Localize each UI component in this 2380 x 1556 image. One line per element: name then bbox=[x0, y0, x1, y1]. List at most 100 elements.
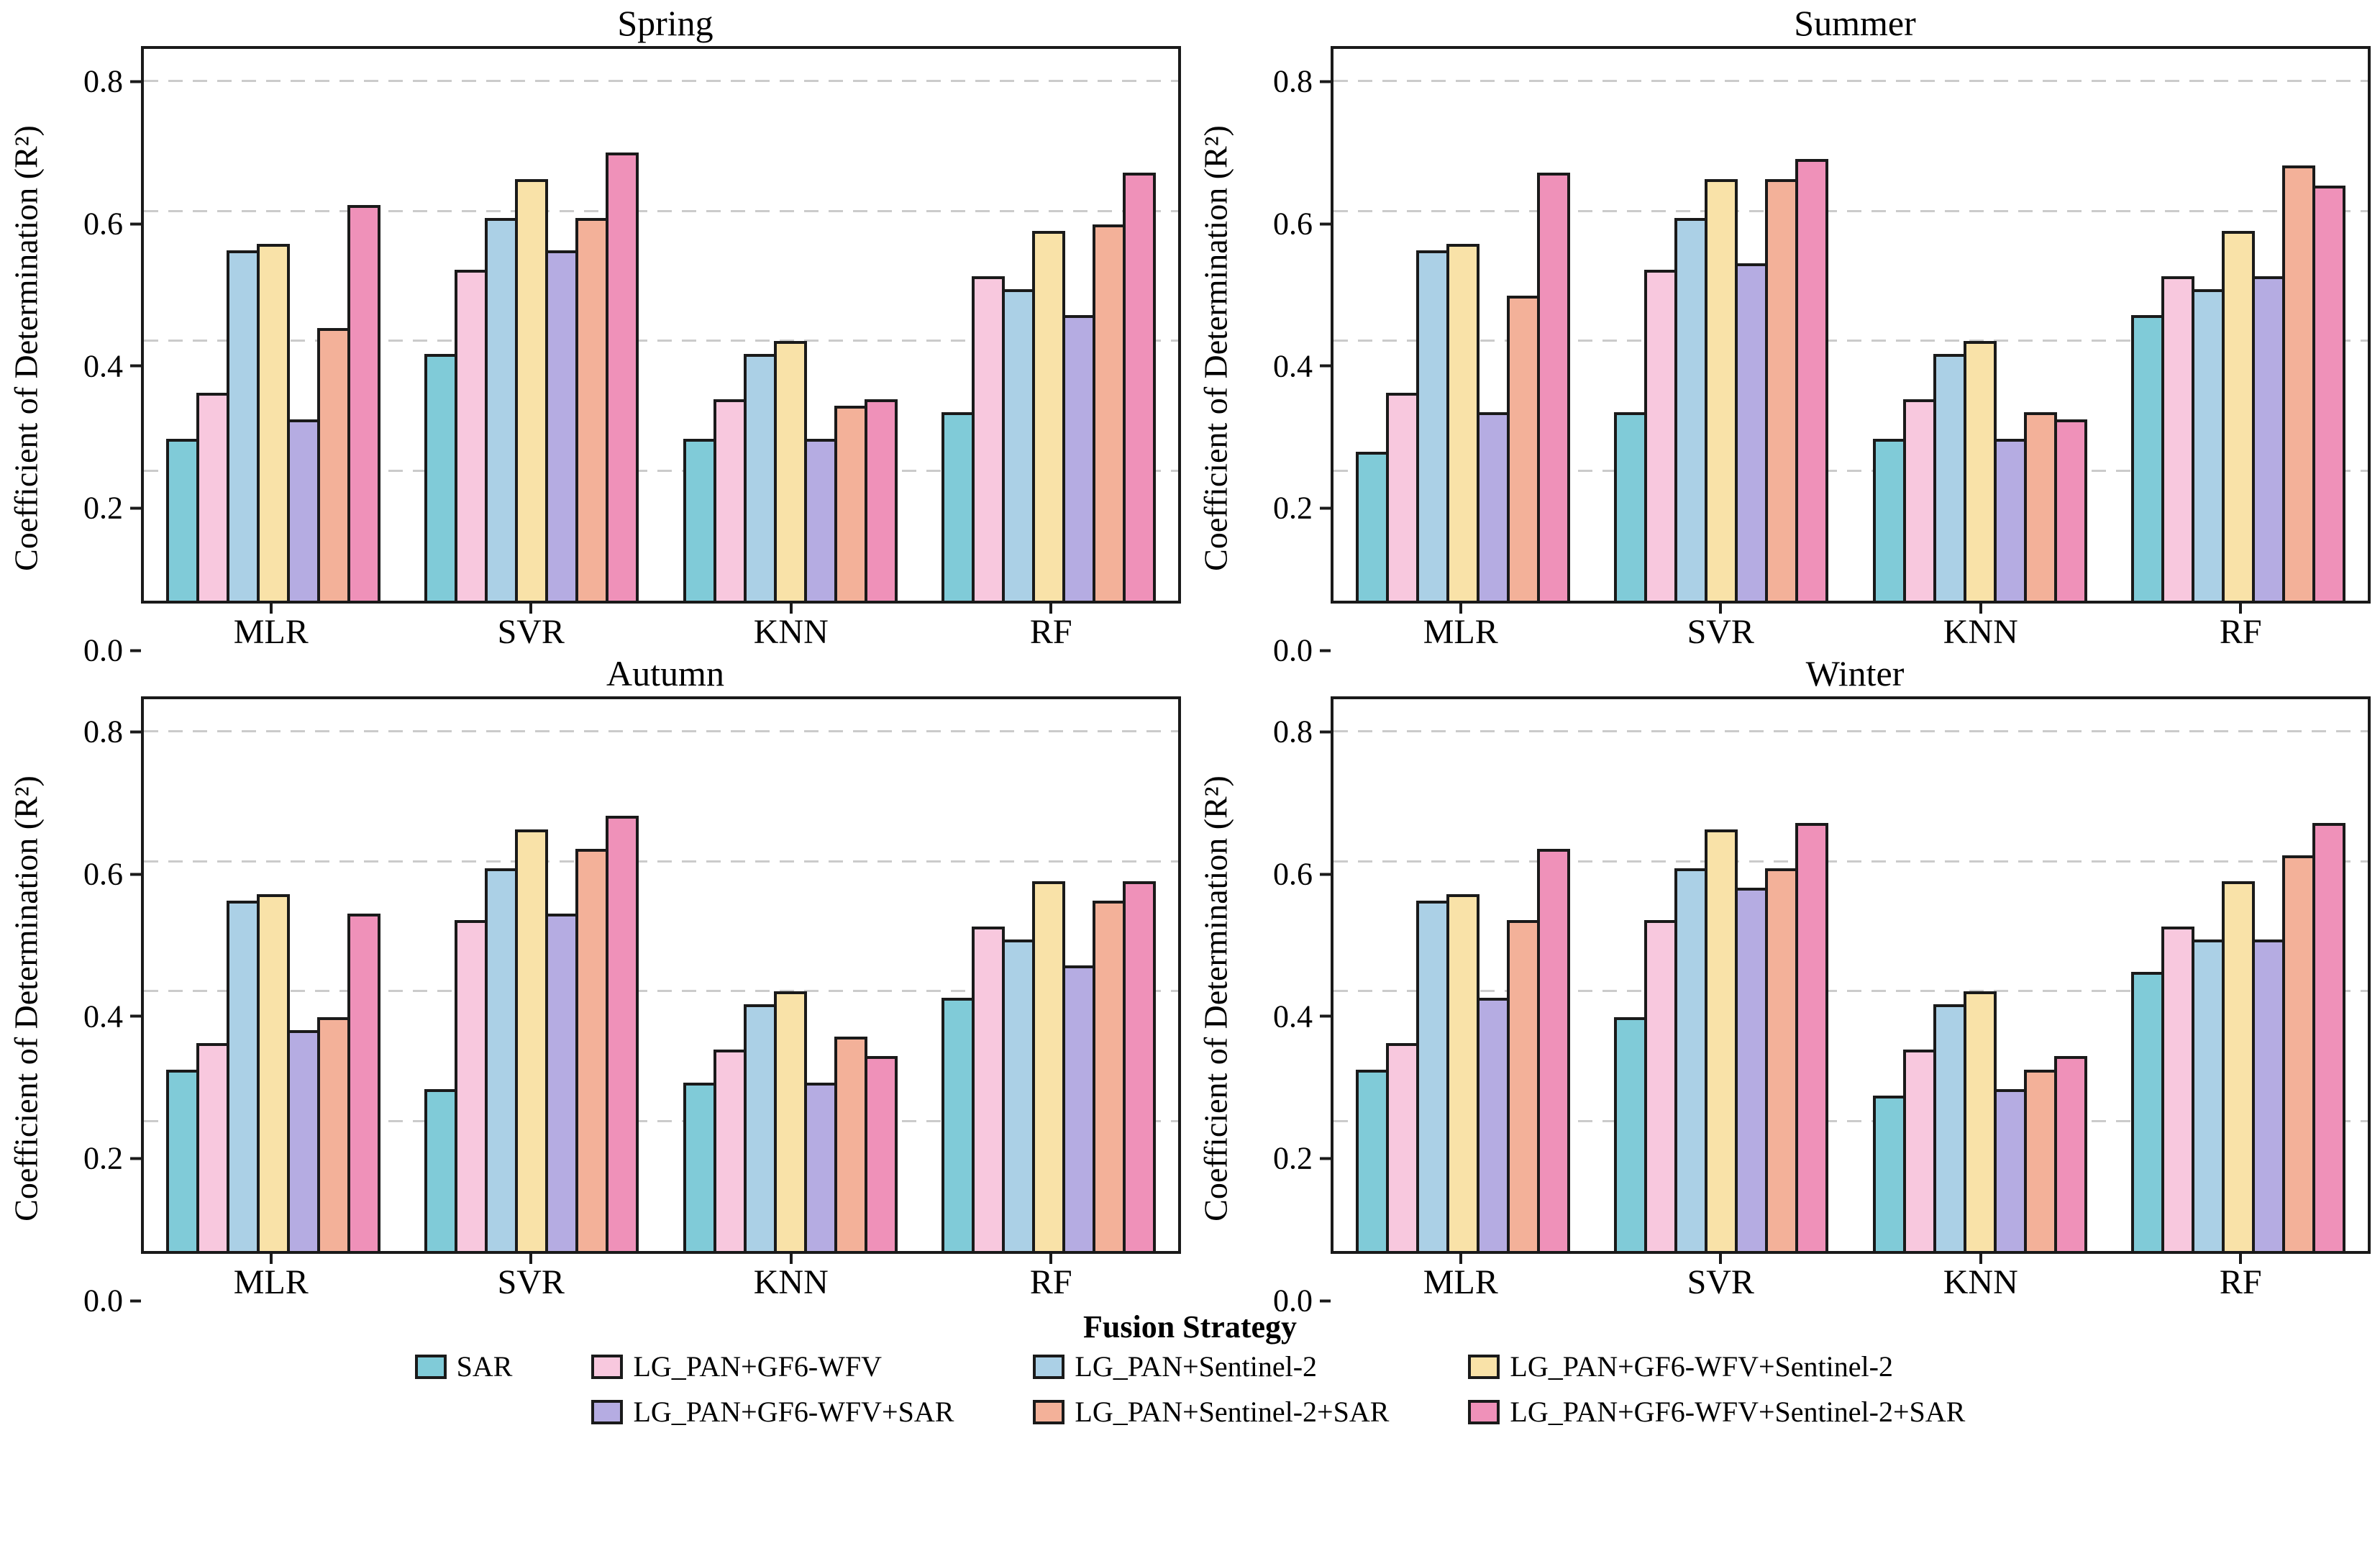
y-tick: 0.2 bbox=[1273, 490, 1331, 527]
bar-svr bbox=[606, 816, 639, 1252]
bar-knn bbox=[834, 1037, 867, 1252]
bar-svr bbox=[545, 913, 579, 1252]
y-tick-mark bbox=[1320, 506, 1331, 510]
y-tick: 0.4 bbox=[1273, 347, 1331, 384]
bar-mlr bbox=[256, 893, 290, 1252]
y-tick-mark bbox=[130, 506, 141, 510]
x-tick-slot bbox=[921, 604, 1182, 614]
y-tick-label: 0.8 bbox=[1273, 63, 1313, 99]
y-tick: 0.6 bbox=[1273, 856, 1331, 893]
bar-mlr bbox=[1385, 393, 1419, 601]
x-tick-label-knn: KNN bbox=[1943, 1263, 2018, 1301]
bar-knn bbox=[1872, 1095, 1906, 1252]
bar-mlr bbox=[347, 204, 380, 601]
bar-mlr bbox=[1446, 893, 1479, 1252]
x-tick-mark bbox=[1049, 1254, 1053, 1265]
y-tick-mark bbox=[1320, 1157, 1331, 1160]
y-tick: 0.4 bbox=[83, 998, 141, 1034]
bar-mlr bbox=[1415, 900, 1449, 1252]
x-tick-mark bbox=[1979, 604, 1982, 614]
y-tick: 0.4 bbox=[83, 347, 141, 384]
bar-knn bbox=[803, 438, 837, 601]
x-tick-mark bbox=[1049, 604, 1053, 614]
bar-mlr bbox=[256, 243, 290, 601]
x-tick-slot bbox=[1331, 604, 1591, 614]
legend-item: LG_PAN+GF6-WFV bbox=[591, 1350, 954, 1383]
x-tick-label-mlr: MLR bbox=[1423, 613, 1498, 651]
y-tick-label: 0.2 bbox=[1273, 1140, 1313, 1176]
panel-title: Spring bbox=[617, 3, 713, 43]
x-tick-slot bbox=[401, 1254, 662, 1265]
bar-rf bbox=[2192, 939, 2225, 1252]
bar-group-mlr bbox=[144, 49, 403, 601]
legend-title: Fusion Strategy bbox=[1083, 1309, 1297, 1345]
bar-rf bbox=[2282, 165, 2316, 601]
x-tick-slot bbox=[661, 604, 921, 614]
bar-svr bbox=[1705, 829, 1738, 1252]
x-tick-slot bbox=[1851, 1254, 2111, 1265]
x-tick-mark bbox=[1979, 1254, 1982, 1265]
legend-label: LG_PAN+GF6-WFV+Sentinel-2 bbox=[1510, 1350, 1893, 1383]
bar-knn bbox=[773, 341, 807, 601]
bar-knn bbox=[713, 399, 747, 601]
y-tick: 0.2 bbox=[1273, 1140, 1331, 1177]
y-tick-mark bbox=[130, 1157, 141, 1160]
bar-knn bbox=[683, 1082, 716, 1252]
panel-row-bottom: Autumn Coefficient of Determination (R²)… bbox=[0, 650, 2380, 1319]
legend-swatch bbox=[591, 1354, 624, 1379]
bar-rf bbox=[2222, 230, 2256, 601]
bar-group-rf bbox=[2110, 49, 2368, 601]
y-axis: 0.0 0.2 0.4 0.6 0.8 bbox=[52, 696, 141, 1319]
x-tick-mark bbox=[529, 1254, 533, 1265]
legend-swatch bbox=[1033, 1354, 1065, 1379]
bar-svr bbox=[1674, 868, 1708, 1252]
x-tick-label-knn: KNN bbox=[753, 613, 829, 651]
bar-rf bbox=[1123, 172, 1157, 601]
y-tick-label: 0.8 bbox=[83, 714, 123, 750]
bar-svr bbox=[1795, 822, 1829, 1252]
legend-label: LG_PAN+GF6-WFV+Sentinel-2+SAR bbox=[1510, 1396, 1966, 1428]
bar-group-svr bbox=[403, 699, 662, 1252]
x-tick-label-knn: KNN bbox=[1943, 613, 2018, 651]
bar-mlr bbox=[1385, 1043, 1419, 1252]
bar-svr bbox=[424, 354, 458, 601]
y-tick-mark bbox=[1320, 1014, 1331, 1018]
bar-knn bbox=[2053, 419, 2087, 601]
bar-rf bbox=[2282, 855, 2316, 1252]
bar-mlr bbox=[165, 438, 199, 601]
y-tick-label: 0.6 bbox=[83, 206, 123, 242]
x-tick-label-mlr: MLR bbox=[233, 1263, 309, 1301]
y-tick-mark bbox=[1320, 730, 1331, 734]
gridline bbox=[1333, 1119, 2368, 1122]
bar-knn bbox=[743, 1004, 777, 1252]
gridline bbox=[144, 990, 1178, 993]
panel-summer: Summer Coefficient of Determination (R²)… bbox=[1190, 0, 2379, 668]
x-tick-mark bbox=[529, 604, 533, 614]
x-axis-labels: MLR SVR KNN RF bbox=[1331, 1265, 2371, 1301]
bar-rf bbox=[972, 276, 1006, 601]
bar-knn bbox=[683, 438, 716, 601]
bar-group-knn bbox=[1851, 699, 2110, 1252]
x-tick-label-rf: RF bbox=[2219, 613, 2262, 651]
y-tick-mark bbox=[130, 873, 141, 876]
legend-swatch bbox=[1468, 1399, 1500, 1424]
legend-spacer bbox=[415, 1395, 513, 1429]
bar-rf bbox=[2222, 881, 2256, 1252]
gridline bbox=[144, 80, 1178, 83]
y-tick: 0.2 bbox=[83, 490, 141, 527]
y-tick: 0.8 bbox=[1273, 63, 1331, 100]
bar-knn bbox=[1963, 991, 1997, 1252]
gridline bbox=[1333, 860, 2368, 863]
x-tick-mark bbox=[1719, 1254, 1723, 1265]
x-tick-label-svr: SVR bbox=[497, 613, 565, 651]
bar-knn bbox=[1902, 399, 1936, 601]
x-tick-slot bbox=[1591, 604, 1851, 614]
y-tick-mark bbox=[130, 1299, 141, 1302]
legend-swatch bbox=[414, 1354, 447, 1379]
legend-swatch bbox=[591, 1399, 624, 1424]
bar-svr bbox=[1674, 217, 1708, 601]
bar-group-mlr bbox=[1333, 49, 1592, 601]
legend-label: LG_PAN+GF6-WFV+SAR bbox=[633, 1396, 954, 1428]
legend-item: LG_PAN+GF6-WFV+Sentinel-2 bbox=[1468, 1350, 1965, 1383]
x-tick-label-svr: SVR bbox=[1687, 1263, 1754, 1301]
